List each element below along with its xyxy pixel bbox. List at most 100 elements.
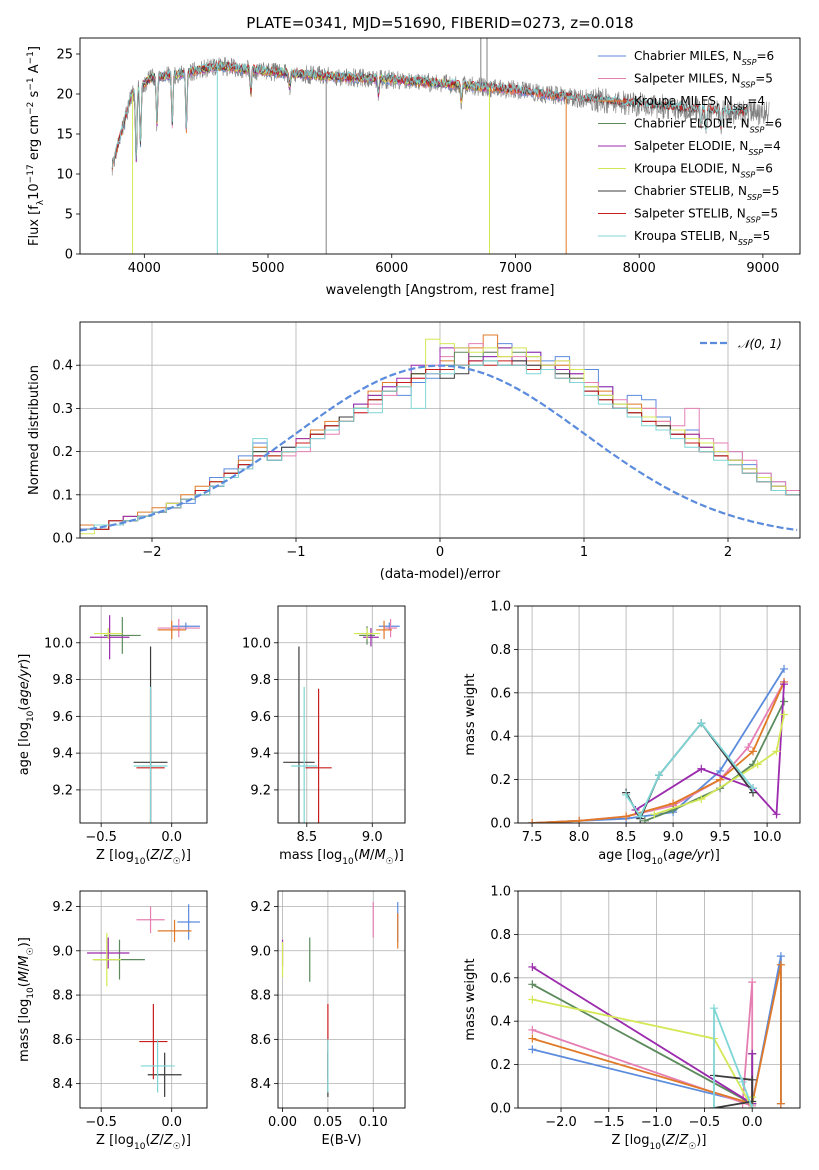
y-tick-label: 5: [65, 208, 73, 223]
label-span: /: [370, 848, 375, 863]
spectrum-panel: 4000 5000 6000 7000 8000 9000 0 5 10 15 20 25 wavele…: [26, 37, 801, 298]
age_vs_Z-grid: [80, 606, 207, 823]
errorbar-point: [177, 904, 200, 940]
label-span: Z [log: [96, 848, 134, 863]
x-tick-label: −1: [286, 545, 305, 560]
label-span: (: [661, 1133, 666, 1148]
x-tick-label: 6000: [375, 261, 408, 276]
y-tick-label: 9.2: [52, 900, 73, 915]
y-axis-label: mass weight: [463, 958, 478, 1040]
label-span: Z: [150, 1133, 161, 1148]
label-span: =5: [753, 229, 771, 243]
label-span: ☉: [26, 947, 36, 955]
age_vs_Z-panel: −0.5 0.09.29.49.69.810.0Z [log10(Z/Z☉)]ag…: [17, 605, 208, 867]
weight_vs_age-frame: [517, 605, 801, 824]
label-span: SSP: [741, 170, 756, 179]
x-tick-label: −0.5: [85, 830, 117, 845]
normal-curve: [80, 364, 798, 532]
weight-marker: [636, 812, 645, 821]
errorbar-point: [133, 686, 168, 823]
y-tick-label: 0.4: [490, 1015, 511, 1030]
weight_vs_age-panel: 7.5 8.0 8.5 9.0 9.5 10.0 0.0 0.2 0.4 0.6 0.8 1.0 age…: [463, 600, 801, 867]
y-axis-label: mass [log10(M/M☉)]: [17, 937, 36, 1062]
y-tick-label: 9.2: [250, 900, 271, 915]
weight-marker: [528, 819, 537, 823]
errorbar-point: [363, 628, 379, 647]
legend-label: Kroupa ELODIE, NSSP=6: [634, 162, 773, 180]
label-span: Z: [665, 1133, 676, 1148]
x-tick-label: 8.0: [569, 830, 590, 845]
label-span: Z: [150, 848, 161, 863]
label-span: SSP: [733, 103, 748, 112]
weight-line: [654, 714, 785, 816]
age_vs_Z-frame: [79, 605, 208, 824]
x-tick-label: 8.5: [616, 830, 637, 845]
label-span: )]: [181, 848, 191, 863]
x-tick-label: 7000: [499, 261, 532, 276]
weight-marker: [697, 764, 706, 773]
label-span: M: [17, 955, 32, 966]
weight-line: [532, 668, 785, 823]
weight-line: [532, 964, 782, 1105]
label-span: =6: [756, 49, 774, 63]
errorbar-point: [87, 937, 130, 969]
label-span: =4: [747, 94, 765, 108]
y-tick-label: 0: [65, 248, 73, 263]
legend-label: 𝒩(0, 1): [738, 337, 782, 351]
label-span: Salpeter ELODIE, N: [634, 139, 748, 153]
y-tick-label: 10.0: [44, 636, 73, 651]
x-tick-label: 8000: [623, 261, 656, 276]
x-tick-label: 9.5: [710, 830, 731, 845]
label-span: Z [log: [612, 1133, 650, 1148]
y-tick-label: 1.0: [490, 600, 511, 615]
weight-marker: [748, 1075, 757, 1084]
legend-label: Salpeter ELODIE, NSSP=4: [634, 139, 781, 157]
x-tick-label: 9.0: [362, 830, 383, 845]
label-span: Flux [f: [27, 205, 42, 246]
x-tick-label: 0: [436, 545, 444, 560]
label-span: Chabrier MILES, N: [634, 49, 742, 63]
label-span: s: [27, 90, 42, 101]
x-tick-label: 0.00: [268, 1115, 297, 1130]
label-span: (: [145, 848, 150, 863]
label-span: (: [17, 982, 32, 987]
y-tick-label: 10.0: [242, 636, 271, 651]
weight-line: [532, 982, 754, 1108]
x-tick-label: −0.5: [689, 1115, 721, 1130]
y-tick-label: 0.0: [490, 817, 511, 832]
label-span: mass [log: [279, 848, 342, 863]
label-span: SSP: [748, 148, 763, 157]
label-span: Z: [163, 848, 174, 863]
y-tick-label: 0.8: [490, 643, 511, 658]
label-span: SSP: [747, 193, 762, 202]
y-tick-label: 9.2: [52, 783, 73, 798]
weight-marker: [749, 747, 757, 756]
y-tick-label: 1.0: [490, 885, 511, 900]
residuals-legend: 𝒩(0, 1): [700, 337, 782, 351]
x-tick-label: −2.0: [545, 1115, 577, 1130]
y-tick-label: 0.6: [490, 686, 511, 701]
label-span: /: [159, 1133, 164, 1148]
y-tick-label: 0.8: [490, 928, 511, 943]
weight-marker: [776, 960, 785, 969]
mass_vs_Z-panel: −0.5 0.08.48.68.89.09.2Z [log10(Z/Z☉)]mas…: [17, 890, 208, 1152]
mass_vs_Z-plot-area: [87, 904, 200, 1097]
errorbar-point: [157, 618, 200, 638]
y-tick-label: 0.2: [490, 773, 511, 788]
label-span: SSP: [742, 58, 757, 67]
x-axis-label: Z [log10(Z/Z☉)]: [612, 1133, 707, 1152]
errorbar-point: [157, 919, 192, 942]
spectrum-frame: [79, 37, 801, 255]
weight_vs_age-plot-area: [528, 664, 789, 823]
y-tick-label: 0.2: [490, 1058, 511, 1073]
y-tick-label: 8.4: [250, 1077, 271, 1092]
label-span: =4: [763, 139, 781, 153]
errorbar-point: [384, 618, 398, 638]
weight-marker: [748, 1104, 757, 1108]
y-tick-label: 8.8: [250, 989, 271, 1004]
x-tick-label: −2: [142, 545, 161, 560]
label-span: )]: [17, 654, 32, 664]
label-span: A: [27, 64, 42, 77]
